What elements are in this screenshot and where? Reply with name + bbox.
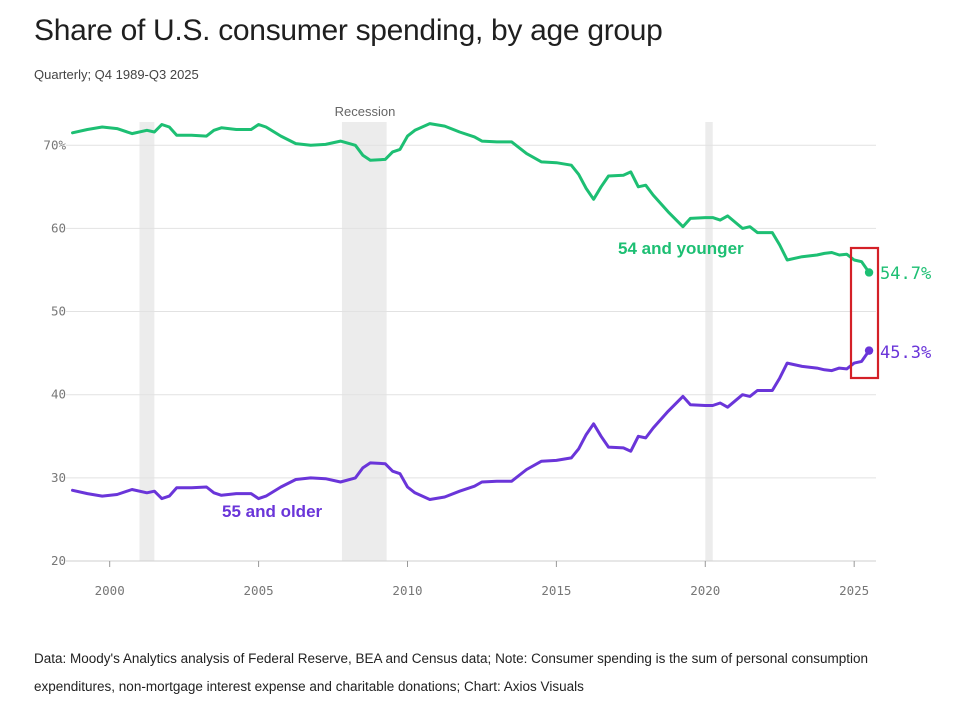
series-endpoint-54-and-younger — [864, 268, 874, 277]
series-label-54-and-younger: 54 and younger — [618, 239, 744, 258]
footnote: Data: Moody's Analytics analysis of Fede… — [34, 651, 869, 694]
x-axis: 2000 2005 2010 2015 2020 2025 — [66, 560, 876, 598]
y-tick-label-60: 60 — [51, 220, 66, 235]
recession-band-1 — [341, 122, 387, 561]
y-gridlines — [66, 144, 876, 562]
x-tick-label-2010: 2010 — [392, 583, 422, 598]
highlight-box — [849, 246, 880, 380]
y-tick-label-40: 40 — [51, 387, 66, 402]
series-label-55-and-older: 55 and older — [222, 502, 323, 521]
y-axis: 70% 60 50 40 30 20 — [43, 137, 66, 568]
end-value-54-and-younger: 54.7% — [880, 264, 931, 284]
x-tick-label-2025: 2025 — [839, 583, 869, 598]
series-line-54-and-younger — [71, 122, 871, 274]
recession-band-0 — [139, 122, 155, 561]
x-tick-label-2020: 2020 — [690, 583, 720, 598]
end-value-55-and-older: 45.3% — [880, 343, 931, 363]
series-lines — [71, 122, 874, 501]
recession-bands — [139, 122, 713, 561]
series-line-55-and-older — [71, 349, 871, 501]
chart-subtitle: Quarterly; Q4 1989-Q3 2025 — [34, 67, 199, 82]
recession-label: Recession — [335, 104, 396, 119]
series-endpoint-55-and-older — [864, 346, 874, 355]
y-tick-label-20: 20 — [51, 553, 66, 568]
x-tick-label-2015: 2015 — [541, 583, 571, 598]
chart-title: Share of U.S. consumer spending, by age … — [34, 14, 663, 47]
x-tick-label-2000: 2000 — [95, 583, 125, 598]
line-chart: Recession 2000 2005 2010 2015 2020 2025 70% 60… — [43, 104, 931, 598]
y-tick-label-50: 50 — [51, 304, 66, 319]
x-tick-label-2005: 2005 — [244, 583, 274, 598]
recession-band-2 — [705, 122, 713, 561]
y-tick-label-30: 30 — [51, 470, 66, 485]
y-tick-label-70: 70% — [43, 137, 66, 152]
